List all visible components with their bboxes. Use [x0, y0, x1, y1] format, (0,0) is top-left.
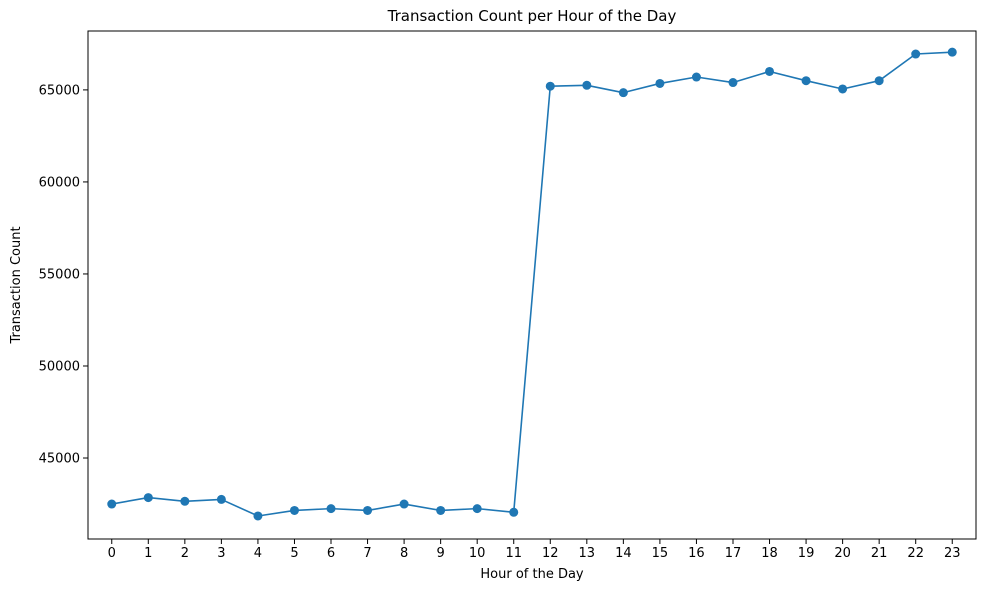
- x-tick-label: 14: [615, 546, 632, 561]
- x-axis-ticks: 0 1 2 3 4 5 6 7 8 9 10 11 12 13 14 15 16 17 18 19 20 21 22 23: [108, 539, 961, 561]
- x-tick-label: 3: [217, 546, 225, 561]
- data-point: [180, 496, 190, 506]
- y-tick-label: 60000: [39, 175, 80, 190]
- x-tick-label: 6: [327, 546, 335, 561]
- y-axis-title: Transaction Count: [9, 226, 24, 344]
- y-tick-label: 65000: [39, 83, 80, 98]
- data-point: [728, 78, 738, 88]
- data-point: [253, 511, 263, 521]
- x-tick-label: 16: [688, 546, 705, 561]
- x-tick-label: 1: [144, 546, 152, 561]
- y-tick-label: 55000: [39, 267, 80, 282]
- data-point: [691, 72, 701, 82]
- x-tick-label: 22: [907, 546, 924, 561]
- x-tick-label: 2: [181, 546, 189, 561]
- x-tick-label: 17: [725, 546, 742, 561]
- x-tick-label: 7: [363, 546, 371, 561]
- data-point: [107, 499, 117, 509]
- x-tick-label: 5: [290, 546, 298, 561]
- x-tick-label: 18: [761, 546, 778, 561]
- data-point: [655, 78, 665, 88]
- data-point: [838, 84, 848, 94]
- data-point: [143, 493, 153, 503]
- plot-frame: [87, 30, 977, 540]
- x-tick-label: 8: [400, 546, 408, 561]
- x-tick-label: 12: [542, 546, 559, 561]
- x-axis-title: Hour of the Day: [480, 567, 584, 582]
- x-tick-label: 23: [944, 546, 961, 561]
- data-point: [765, 66, 775, 76]
- x-tick-label: 4: [254, 546, 262, 561]
- data-point: [363, 505, 373, 515]
- data-point: [436, 505, 446, 515]
- x-tick-label: 11: [505, 546, 522, 561]
- data-point: [472, 504, 482, 514]
- x-tick-label: 13: [579, 546, 596, 561]
- data-point: [216, 494, 226, 504]
- x-tick-label: 15: [652, 546, 669, 561]
- x-tick-label: 20: [834, 546, 851, 561]
- data-point: [582, 80, 592, 90]
- chart-title: Transaction Count per Hour of the Day: [387, 7, 677, 25]
- data-point: [289, 505, 299, 515]
- y-axis-ticks: 45000 50000 55000 60000 65000: [39, 83, 88, 467]
- data-point: [399, 499, 409, 509]
- series-line: [111, 51, 953, 517]
- data-point: [947, 47, 957, 57]
- data-point: [618, 88, 628, 98]
- x-tick-label: 9: [437, 546, 445, 561]
- y-tick-label: 50000: [39, 359, 80, 374]
- data-point: [874, 76, 884, 86]
- data-point: [911, 49, 921, 59]
- y-tick-label: 45000: [39, 452, 80, 467]
- data-point: [509, 507, 519, 517]
- x-tick-label: 19: [798, 546, 815, 561]
- data-point: [545, 81, 555, 91]
- data-point: [326, 504, 336, 514]
- series-group: [107, 47, 957, 521]
- x-tick-label: 21: [871, 546, 888, 561]
- x-tick-label: 10: [469, 546, 486, 561]
- data-point: [801, 76, 811, 86]
- x-tick-label: 0: [108, 546, 116, 561]
